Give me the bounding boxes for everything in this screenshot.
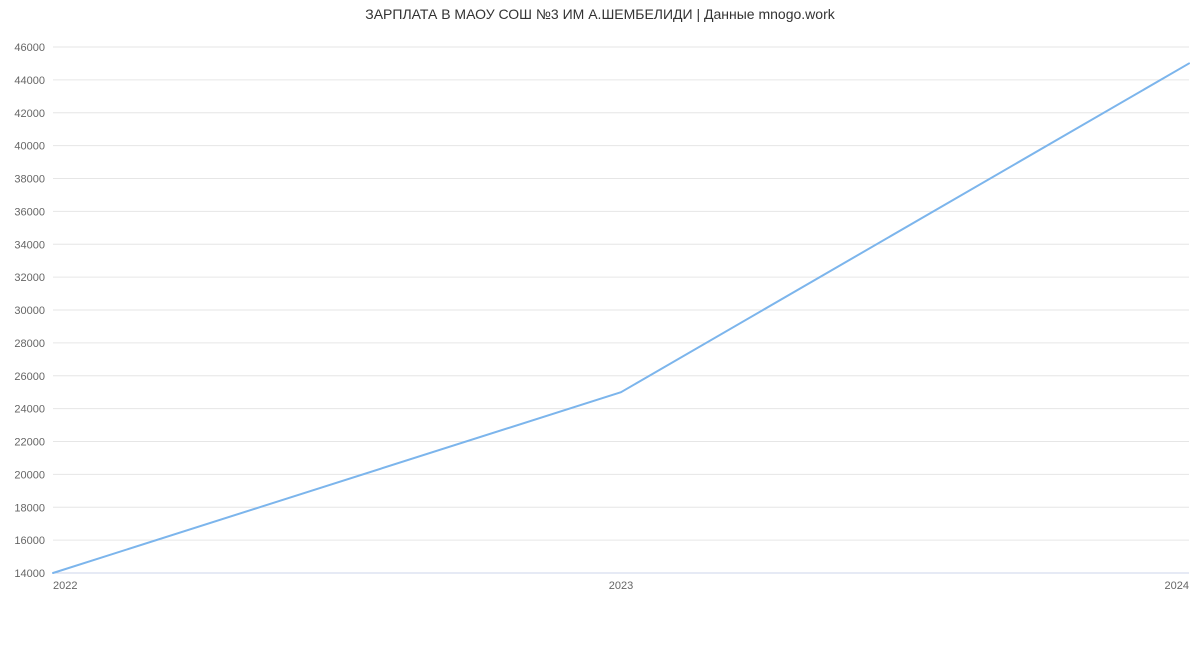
chart-svg: 14000 16000 18000 20000 22000 24000 26000 28000…	[0, 0, 1200, 650]
y-tick-label: 28000	[14, 338, 45, 350]
y-tick-label: 18000	[14, 502, 45, 514]
y-tick-label: 32000	[14, 272, 45, 284]
y-tick-label: 24000	[14, 404, 45, 416]
y-tick-label: 36000	[14, 206, 45, 218]
x-tick-label: 2024	[1165, 580, 1189, 592]
salary-line-chart: ЗАРПЛАТА В МАОУ СОШ №3 ИМ А.ШЕМБЕЛИДИ | …	[0, 0, 1200, 650]
y-tick-label: 22000	[14, 437, 45, 449]
y-tick-label: 34000	[14, 239, 45, 251]
x-tick-label: 2023	[609, 580, 633, 592]
y-tick-label: 42000	[14, 108, 45, 120]
y-tick-label: 14000	[14, 568, 45, 580]
series-salary	[53, 63, 1189, 573]
y-tick-label: 26000	[14, 371, 45, 383]
chart-series	[53, 63, 1189, 573]
y-axis-ticks: 14000 16000 18000 20000 22000 24000 26000 28000…	[14, 42, 45, 580]
y-tick-label: 16000	[14, 535, 45, 547]
y-tick-label: 40000	[14, 141, 45, 153]
y-tick-label: 44000	[14, 75, 45, 87]
y-tick-label: 46000	[14, 42, 45, 54]
x-tick-label: 2022	[53, 580, 77, 592]
y-tick-label: 30000	[14, 305, 45, 317]
x-axis-ticks: 2022 2023 2024	[53, 580, 1189, 592]
y-tick-label: 38000	[14, 174, 45, 186]
y-tick-label: 20000	[14, 469, 45, 481]
y-gridlines	[53, 47, 1189, 573]
